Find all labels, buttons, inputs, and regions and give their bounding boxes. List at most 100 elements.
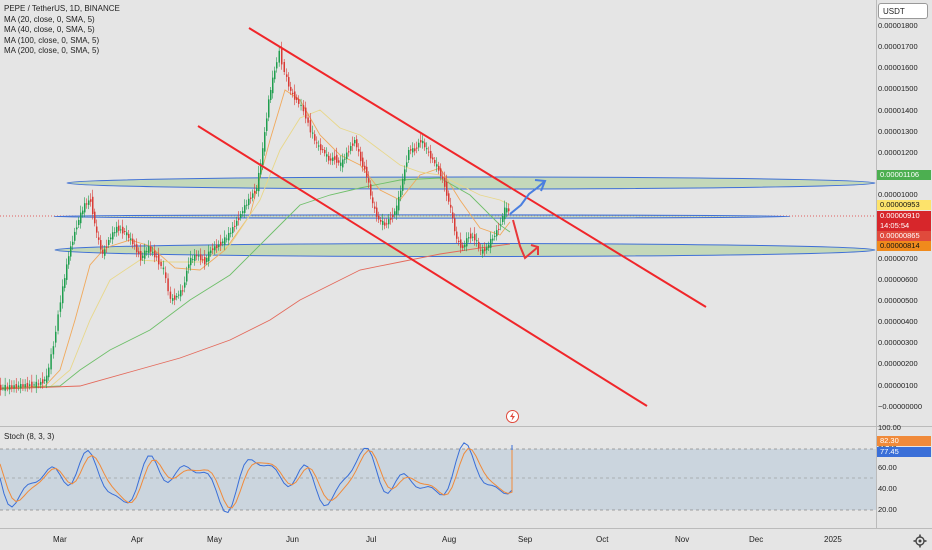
main-pane[interactable]	[0, 0, 876, 425]
candle-body	[134, 244, 136, 246]
candle-body	[160, 262, 162, 266]
candle-body	[44, 379, 46, 381]
candle-body	[422, 140, 424, 144]
candle-body	[214, 246, 216, 251]
candle-body	[182, 290, 184, 292]
candle-body	[256, 188, 258, 191]
candle-body	[116, 226, 118, 233]
price-tick: 0.00001300	[878, 126, 918, 136]
candle-body	[406, 162, 408, 167]
currency-button[interactable]: USDT	[878, 3, 928, 19]
candle-body	[286, 74, 288, 77]
time-tick: Nov	[675, 535, 690, 544]
price-tick: −0.00000000	[878, 401, 923, 411]
candle-body	[100, 240, 102, 250]
candle-body	[386, 223, 388, 225]
candle-body	[430, 150, 432, 159]
bearish-arrowhead	[530, 244, 539, 255]
candle-body	[490, 238, 492, 248]
candle-body	[226, 238, 228, 240]
candle-body	[84, 203, 86, 213]
price-tick: 0.00000300	[878, 338, 918, 348]
candle-body	[184, 282, 186, 288]
candle-body	[392, 214, 394, 218]
channel-upper-line[interactable]	[248, 27, 707, 308]
candle-body	[122, 226, 124, 234]
candle-body	[408, 150, 410, 160]
candlesticks	[0, 41, 510, 397]
candle-body	[126, 232, 128, 236]
candle-body	[260, 163, 262, 175]
candle-body	[142, 255, 144, 258]
candle-body	[264, 132, 266, 152]
candle-body	[46, 375, 48, 383]
candle-body	[4, 384, 6, 391]
candle-body	[494, 235, 496, 237]
mid-zone[interactable]	[53, 214, 791, 219]
time-tick: Dec	[749, 535, 764, 544]
candle-body	[346, 152, 348, 160]
candle-body	[2, 387, 4, 389]
candle-body	[24, 384, 26, 388]
channel-lower-line[interactable]	[197, 125, 648, 407]
symbol-title[interactable]: PEPE / TetherUS, 1D, BINANCE	[4, 4, 120, 13]
gear-icon[interactable]	[913, 534, 927, 548]
tag-ma100: 0.00000814	[877, 241, 931, 251]
candle-body	[80, 212, 82, 224]
price-tick: 0.00000600	[878, 274, 918, 284]
indicator-ma100[interactable]: MA (100, close, 0, SMA, 5)	[4, 35, 100, 45]
candle-body	[20, 383, 22, 389]
candle-body	[296, 97, 298, 100]
flash-icon[interactable]	[506, 410, 519, 423]
price-tick: 0.00000700	[878, 253, 918, 263]
bullish-path-arrow[interactable]	[509, 180, 546, 215]
candle-body	[132, 238, 134, 245]
candle-body	[64, 278, 66, 288]
indicator-ma20[interactable]: MA (20, close, 0, SMA, 5)	[4, 14, 95, 24]
candle-body	[504, 207, 506, 220]
price-tick: 0.00001400	[878, 105, 918, 115]
candle-body	[330, 158, 332, 161]
candle-body	[136, 244, 138, 253]
candle-body	[158, 254, 160, 265]
candle-body	[502, 216, 504, 222]
bearish-path-arrow[interactable]	[512, 219, 539, 260]
candle-body	[498, 228, 500, 230]
indicator-ma40[interactable]: MA (40, close, 0, SMA, 5)	[4, 25, 95, 34]
indicator-ma200[interactable]: MA (200, close, 0, SMA, 5)	[4, 46, 100, 55]
tag-ma20: 0.00000953	[877, 200, 931, 210]
candle-body	[156, 256, 158, 258]
candle-body	[374, 206, 376, 209]
price-tick: 0.00000200	[878, 359, 918, 369]
candle-body	[474, 234, 476, 241]
time-tick: May	[207, 535, 223, 544]
candle-body	[426, 148, 428, 150]
candle-body	[448, 193, 450, 202]
candle-body	[470, 233, 472, 239]
candle-body	[114, 232, 116, 234]
price-tick: 0.00000500	[878, 295, 918, 305]
candle-body	[312, 132, 314, 134]
resistance-zone[interactable]	[66, 176, 876, 190]
bullish-arrowhead	[534, 179, 547, 192]
candle-body	[486, 247, 488, 251]
candle-body	[162, 267, 165, 270]
candle-body	[222, 241, 224, 244]
candle-body	[118, 225, 120, 231]
candle-body	[154, 250, 156, 258]
stoch-label[interactable]: Stoch (8, 3, 3)	[4, 432, 55, 441]
candle-body	[262, 148, 264, 166]
candle-body	[238, 218, 240, 221]
candle-body	[342, 159, 344, 168]
candle-body	[281, 48, 283, 65]
tag-ma40: 0.00000865	[877, 231, 931, 241]
candle-body	[242, 211, 244, 214]
candle-body	[360, 151, 362, 162]
candle-body	[15, 384, 18, 389]
candle-body	[108, 240, 110, 245]
candle-body	[198, 255, 200, 257]
candle-body	[278, 50, 280, 63]
candle-body	[40, 381, 42, 385]
candle-body	[414, 148, 416, 152]
